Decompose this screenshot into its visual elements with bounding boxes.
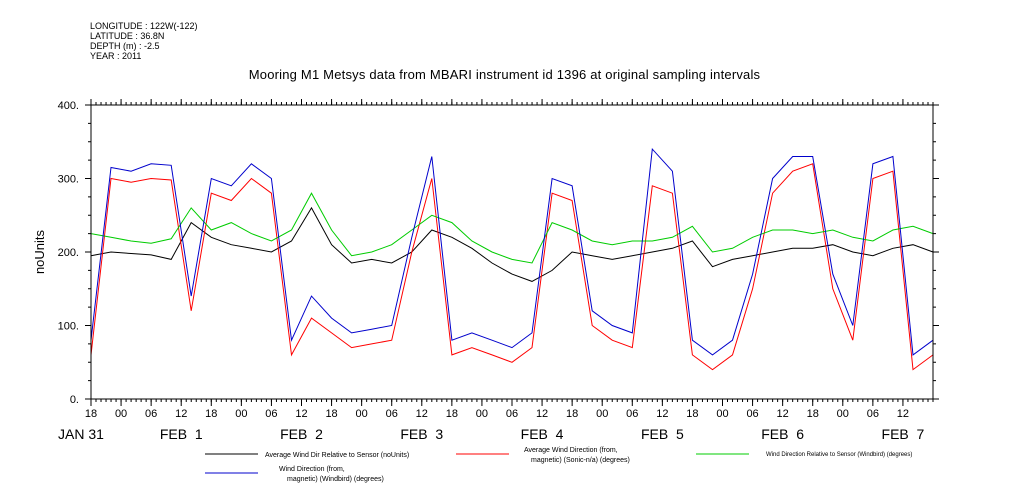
- x-tick-label: 06: [506, 408, 518, 420]
- x-tick-label: 00: [476, 408, 488, 420]
- y-tick-label: 0.: [70, 394, 79, 406]
- plot-frame: [90, 104, 934, 400]
- y-tick-label: 100.: [58, 321, 79, 333]
- x-tick-label: 06: [145, 408, 157, 420]
- x-tick-label: 06: [746, 408, 758, 420]
- x-tick-label: 00: [356, 408, 368, 420]
- x-tick-label: 06: [265, 408, 277, 420]
- x-tick-label: 18: [325, 408, 337, 420]
- y-axis-label: noUnits: [32, 229, 47, 274]
- x-tick-label: 00: [837, 408, 849, 420]
- legend: Average Wind Dir Relative to Sensor (noU…: [205, 447, 912, 483]
- x-tick-label: 18: [807, 408, 819, 420]
- metadata-block: LONGITUDE : 122W(-122) LATITUDE : 36.8N …: [90, 21, 198, 61]
- series-line-2: [90, 192, 934, 264]
- x-day-label: FEB 4: [521, 426, 564, 442]
- y-tick-label: 400.: [58, 100, 79, 112]
- x-tick-label: 12: [295, 408, 307, 420]
- x-tick-label: 12: [536, 408, 548, 420]
- x-tick-label: 12: [777, 408, 789, 420]
- x-tick-label: 12: [656, 408, 668, 420]
- x-tick-label: 00: [716, 408, 728, 420]
- x-tick-label: 00: [596, 408, 608, 420]
- x-tick-label: 06: [867, 408, 879, 420]
- legend-label-red-2: magnetic) (Sonic-n/a) (degrees): [531, 457, 630, 464]
- x-tick-label: 18: [446, 408, 458, 420]
- series-layer: [90, 147, 934, 371]
- legend-label-blue-1: Wind Direction (from,: [279, 466, 345, 473]
- depth-label: DEPTH (m) : -2.5: [90, 41, 160, 51]
- legend-label-green: Wind Direction Relative to Sensor (Windb…: [766, 452, 912, 458]
- series-line-3: [90, 147, 934, 356]
- x-day-label: JAN 31: [58, 426, 104, 442]
- x-tick-label: 18: [85, 408, 97, 420]
- x-tick-label: 12: [897, 408, 909, 420]
- longitude-label: LONGITUDE : 122W(-122): [90, 21, 198, 31]
- x-tick-label: 18: [566, 408, 578, 420]
- x-day-label: FEB 7: [882, 426, 925, 442]
- x-tick-label: 00: [115, 408, 127, 420]
- x-tick-label: 06: [626, 408, 638, 420]
- latitude-label: LATITUDE : 36.8N: [90, 31, 165, 41]
- x-day-label: FEB 2: [280, 426, 323, 442]
- x-tick-label: 18: [686, 408, 698, 420]
- legend-label-blue-2: magnetic) (Windbird) (degrees): [287, 476, 384, 483]
- y-tick-label: 200.: [58, 247, 79, 259]
- legend-label-black: Average Wind Dir Relative to Sensor (noU…: [265, 452, 409, 459]
- chart-title: Mooring M1 Metsys data from MBARI instru…: [248, 67, 761, 82]
- series-line-1: [90, 163, 934, 371]
- x-tick-label: 06: [386, 408, 398, 420]
- x-tick-label: 18: [205, 408, 217, 420]
- x-day-label: FEB 5: [641, 426, 684, 442]
- y-tick-label: 300.: [58, 174, 79, 186]
- series-line-0: [90, 206, 934, 282]
- x-tick-label: 00: [235, 408, 247, 420]
- x-tick-label: 12: [175, 408, 187, 420]
- x-day-label: FEB 3: [400, 426, 443, 442]
- ticks-layer: 0. 100. 200. 300. 400. 18 00 06 12 18 00 06 12 18 00 06…: [58, 99, 939, 442]
- x-day-label: FEB 6: [761, 426, 804, 442]
- x-day-label: FEB 1: [160, 426, 203, 442]
- legend-label-red-1: Average Wind Direction (from,: [524, 447, 618, 454]
- year-label: YEAR : 2011: [90, 51, 142, 61]
- x-tick-label: 12: [416, 408, 428, 420]
